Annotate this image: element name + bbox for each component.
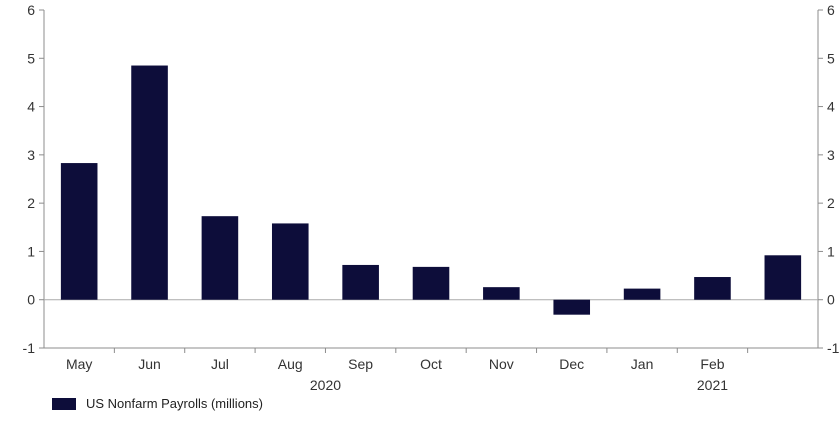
- bar-mar: [764, 255, 802, 300]
- y-tick-label-right: 0: [827, 292, 835, 308]
- axes-group: [39, 9, 823, 353]
- bar-oct: [412, 266, 450, 300]
- x-tick-label: Jul: [211, 356, 229, 372]
- bar-feb: [694, 277, 731, 300]
- y-tick-label-left: 5: [27, 50, 35, 66]
- y-tick-label-left: 1: [27, 243, 35, 259]
- bar-sep: [342, 264, 379, 300]
- y-tick-label-right: 3: [827, 147, 835, 163]
- y-tick-label-right: 5: [827, 50, 835, 66]
- x-tick-label: Jun: [138, 356, 161, 372]
- x-tick-label: Nov: [489, 356, 514, 372]
- legend: US Nonfarm Payrolls (millions): [52, 396, 263, 411]
- bar-jan: [623, 288, 661, 300]
- y-tick-label-left: 2: [27, 195, 35, 211]
- x-tick-label: Sep: [348, 356, 373, 372]
- bar-jun: [131, 65, 168, 300]
- bars-group: [60, 65, 802, 315]
- y-tick-label-left: 4: [27, 99, 35, 115]
- legend-label: US Nonfarm Payrolls (millions): [86, 396, 263, 411]
- y-tick-label-right: -1: [827, 340, 840, 356]
- y-tick-label-left: -1: [23, 340, 36, 356]
- y-tick-label-right: 4: [827, 99, 835, 115]
- x-tick-label: Oct: [420, 356, 442, 372]
- y-tick-label-left: 3: [27, 147, 35, 163]
- bar-may: [60, 163, 98, 300]
- y-tick-label-left: 0: [27, 292, 35, 308]
- legend-swatch: [52, 397, 76, 410]
- x-tick-label: Aug: [278, 356, 303, 372]
- bar-dec: [553, 299, 591, 315]
- x-tick-label: May: [66, 356, 92, 372]
- bar-nov: [483, 287, 520, 300]
- y-tick-label-left: 6: [27, 2, 35, 18]
- bar-jul: [201, 216, 239, 300]
- x-tick-label: Feb: [700, 356, 724, 372]
- bar-aug: [271, 223, 309, 300]
- y-tick-label-right: 2: [827, 195, 835, 211]
- year-label: 2021: [697, 377, 728, 393]
- y-tick-label-right: 6: [827, 2, 835, 18]
- x-tick-label: Dec: [559, 356, 584, 372]
- year-label: 2020: [310, 377, 341, 393]
- x-tick-label: Jan: [631, 356, 654, 372]
- y-tick-label-right: 1: [827, 243, 835, 259]
- labels-group: -1 -1 0 0 1 1 2 2 3 3 4 4 5 5 6 6 May Jun Jul Aug Sep Oct Nov D…: [23, 2, 840, 393]
